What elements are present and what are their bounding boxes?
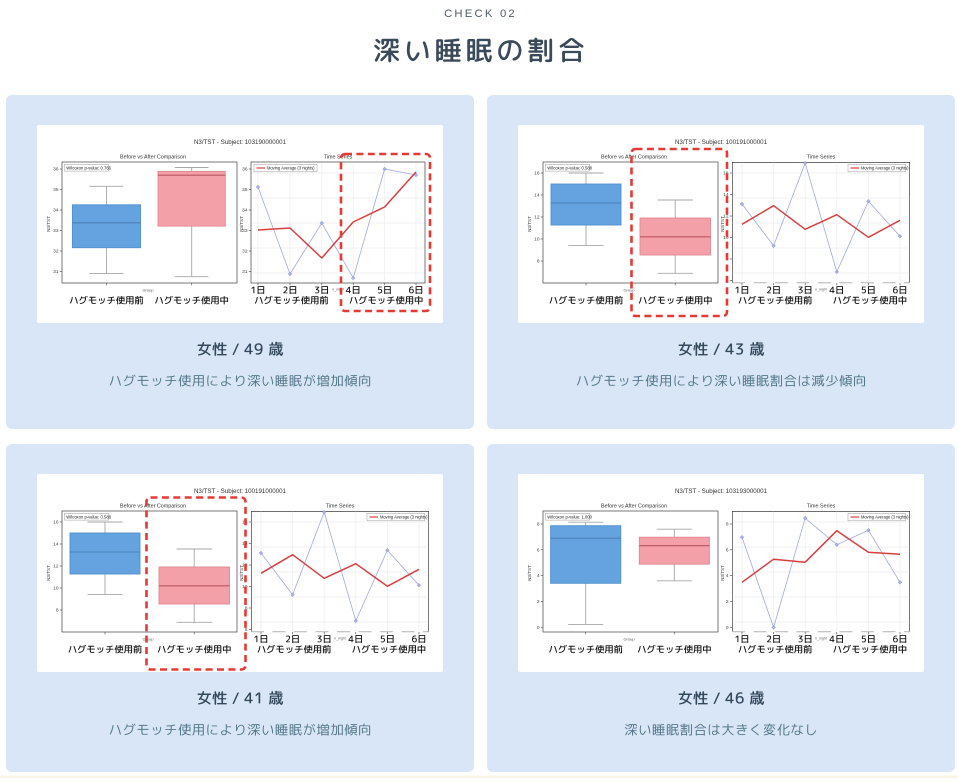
- svg-text:12: 12: [53, 564, 59, 570]
- svg-text:N3/TST: N3/TST: [720, 216, 725, 232]
- svg-text:Group: Group: [623, 637, 635, 642]
- svg-text:14: 14: [53, 542, 59, 548]
- svg-text:Time Series: Time Series: [807, 155, 836, 161]
- svg-text:4: 4: [726, 573, 729, 579]
- svg-text:10: 10: [53, 586, 59, 592]
- svg-text:0: 0: [726, 625, 729, 631]
- svg-text:8: 8: [537, 259, 540, 265]
- svg-text:Before vs After Comparison: Before vs After Comparison: [601, 504, 667, 510]
- svg-text:Time Series: Time Series: [807, 504, 836, 510]
- svg-text:N3/TST - Subject: 103193000001: N3/TST - Subject: 103193000001: [675, 488, 768, 495]
- svg-text:8: 8: [56, 608, 59, 614]
- svg-text:14: 14: [534, 193, 540, 199]
- svg-text:Group: Group: [623, 288, 635, 293]
- svg-text:16: 16: [53, 520, 59, 526]
- svg-text:n_night: n_night: [815, 288, 827, 292]
- svg-text:N3/TST: N3/TST: [239, 565, 244, 581]
- svg-text:n_night: n_night: [334, 637, 346, 641]
- svg-text:33: 33: [242, 228, 248, 234]
- svg-text:N3/TST - Subject: 100191000001: N3/TST - Subject: 100191000001: [194, 488, 287, 495]
- svg-text:8: 8: [245, 606, 248, 612]
- svg-text:12: 12: [723, 214, 729, 220]
- svg-text:n_night: n_night: [815, 637, 827, 641]
- svg-text:12: 12: [534, 215, 540, 221]
- svg-text:N3/TST - Subject: 103190000001: N3/TST - Subject: 103190000001: [194, 139, 287, 146]
- svg-text:16: 16: [534, 171, 540, 177]
- svg-text:Moving Average (3 nights): Moving Average (3 nights): [861, 166, 909, 171]
- svg-text:Moving Average (3 nights): Moving Average (3 nights): [861, 515, 909, 520]
- svg-text:Wilcoxon p-value: 0.588: Wilcoxon p-value: 0.588: [66, 514, 111, 519]
- svg-text:31: 31: [53, 269, 59, 275]
- svg-text:32: 32: [242, 249, 248, 255]
- svg-text:6: 6: [726, 547, 729, 553]
- svg-text:10: 10: [534, 237, 540, 243]
- svg-text:n_night: n_night: [332, 288, 344, 292]
- svg-text:Wilcoxon p-value: 0.588: Wilcoxon p-value: 0.588: [547, 165, 592, 170]
- svg-text:N3/TST - Subject: 100191000001: N3/TST - Subject: 100191000001: [675, 139, 768, 146]
- svg-text:Wilcoxon p-value: 0.766: Wilcoxon p-value: 0.766: [66, 165, 111, 170]
- svg-text:34: 34: [242, 208, 248, 214]
- svg-text:14: 14: [723, 192, 729, 198]
- svg-text:N3/TST: N3/TST: [46, 565, 51, 581]
- svg-text:36: 36: [242, 167, 248, 173]
- svg-text:0: 0: [537, 625, 540, 631]
- svg-text:Time Series: Time Series: [326, 504, 355, 510]
- svg-text:8: 8: [726, 522, 729, 528]
- svg-text:10: 10: [723, 235, 729, 241]
- svg-text:N3/TST: N3/TST: [720, 565, 725, 581]
- svg-text:Before vs After Comparison: Before vs After Comparison: [120, 155, 186, 161]
- svg-text:4: 4: [537, 573, 540, 579]
- svg-text:Group: Group: [142, 637, 154, 642]
- svg-text:N3/TST: N3/TST: [527, 565, 532, 581]
- svg-text:N3/TST: N3/TST: [239, 216, 244, 232]
- svg-text:31: 31: [242, 269, 248, 275]
- svg-text:32: 32: [53, 249, 59, 255]
- svg-text:Before vs After Comparison: Before vs After Comparison: [601, 155, 667, 161]
- svg-text:Moving Average (3 nights): Moving Average (3 nights): [380, 515, 428, 520]
- svg-text:2: 2: [537, 599, 540, 605]
- svg-text:2: 2: [726, 599, 729, 605]
- svg-text:6: 6: [245, 627, 248, 633]
- svg-text:33: 33: [53, 228, 59, 234]
- svg-text:N3/TST: N3/TST: [46, 216, 51, 232]
- svg-text:Moving Average (3 nights): Moving Average (3 nights): [267, 166, 315, 171]
- svg-text:Wilcoxon p-value: 1.000: Wilcoxon p-value: 1.000: [547, 514, 592, 519]
- svg-text:Time Series: Time Series: [324, 155, 353, 161]
- svg-text:6: 6: [537, 547, 540, 553]
- svg-text:CHECK 02: CHECK 02: [444, 8, 517, 20]
- svg-text:Before vs After Comparison: Before vs After Comparison: [120, 504, 186, 510]
- svg-text:36: 36: [53, 167, 59, 173]
- svg-text:N3/TST: N3/TST: [527, 216, 532, 232]
- svg-text:34: 34: [53, 208, 59, 214]
- svg-text:35: 35: [242, 187, 248, 193]
- svg-text:8: 8: [537, 522, 540, 528]
- svg-text:35: 35: [53, 187, 59, 193]
- svg-text:Group: Group: [142, 288, 154, 293]
